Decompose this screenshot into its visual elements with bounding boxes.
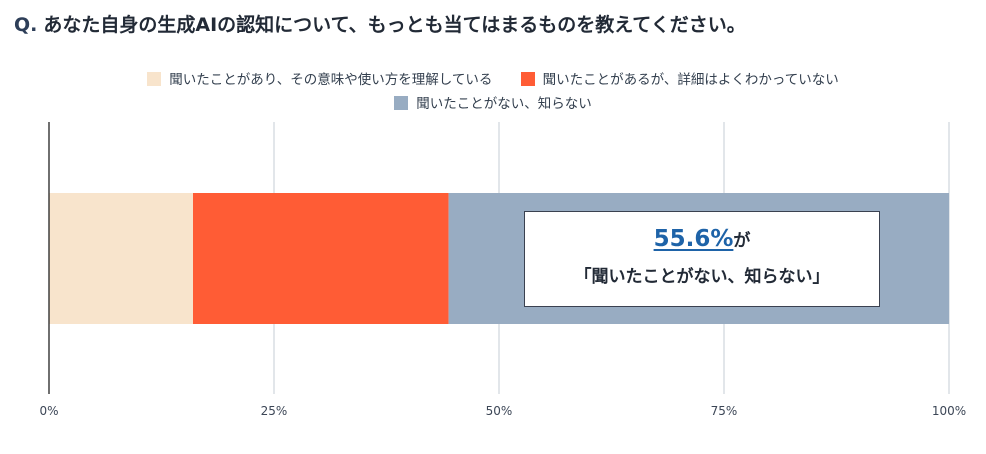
legend-row-1: 聞いたことがあり、その意味や使い方を理解している 聞いたことがあるが、詳細はよく…	[40, 68, 946, 92]
callout-box: 55.6%が 「聞いたことがない、知らない」	[524, 211, 880, 307]
legend-label-understand: 聞いたことがあり、その意味や使い方を理解している	[169, 72, 493, 88]
x-tick-label: 100%	[932, 404, 966, 418]
legend-item-heard: 聞いたことがあるが、詳細はよくわかっていない	[520, 68, 839, 92]
callout-text: 「聞いたことがない、知らない」	[574, 267, 830, 287]
callout-suffix: が	[733, 231, 751, 251]
legend-swatch-understand	[147, 72, 162, 86]
chart-legend: 聞いたことがあり、その意味や使い方を理解している 聞いたことがあるが、詳細はよく…	[40, 68, 946, 116]
legend-item-understand: 聞いたことがあり、その意味や使い方を理解している	[147, 68, 492, 92]
question-text: あなた自身の生成AIの認知について、もっとも当てはまるものを教えてください。	[43, 14, 746, 36]
x-tick-label: 75%	[711, 404, 738, 418]
question-prefix: Q.	[14, 14, 38, 36]
legend-swatch-unknown	[394, 96, 409, 110]
bar-segment-1	[49, 193, 193, 324]
legend-row-2: 聞いたことがない、知らない	[40, 92, 946, 116]
x-axis-ticks: 0% 25% 50% 75% 100%	[39, 404, 966, 418]
legend-item-unknown: 聞いたことがない、知らない	[394, 92, 592, 116]
legend-label-unknown: 聞いたことがない、知らない	[416, 96, 592, 112]
x-tick-label: 50%	[486, 404, 513, 418]
legend-swatch-heard	[520, 72, 535, 86]
callout-percent: 55.6%	[653, 226, 734, 252]
legend-label-heard: 聞いたことがあるが、詳細はよくわかっていない	[542, 72, 839, 88]
callout-headline: 55.6%が	[525, 226, 879, 252]
bar-segment-2	[193, 193, 449, 324]
question-title: Q. あなた自身の生成AIの認知について、もっとも当てはまるものを教えてください。	[14, 10, 974, 37]
x-tick-label: 25%	[261, 404, 288, 418]
x-tick-label: 0%	[39, 404, 58, 418]
